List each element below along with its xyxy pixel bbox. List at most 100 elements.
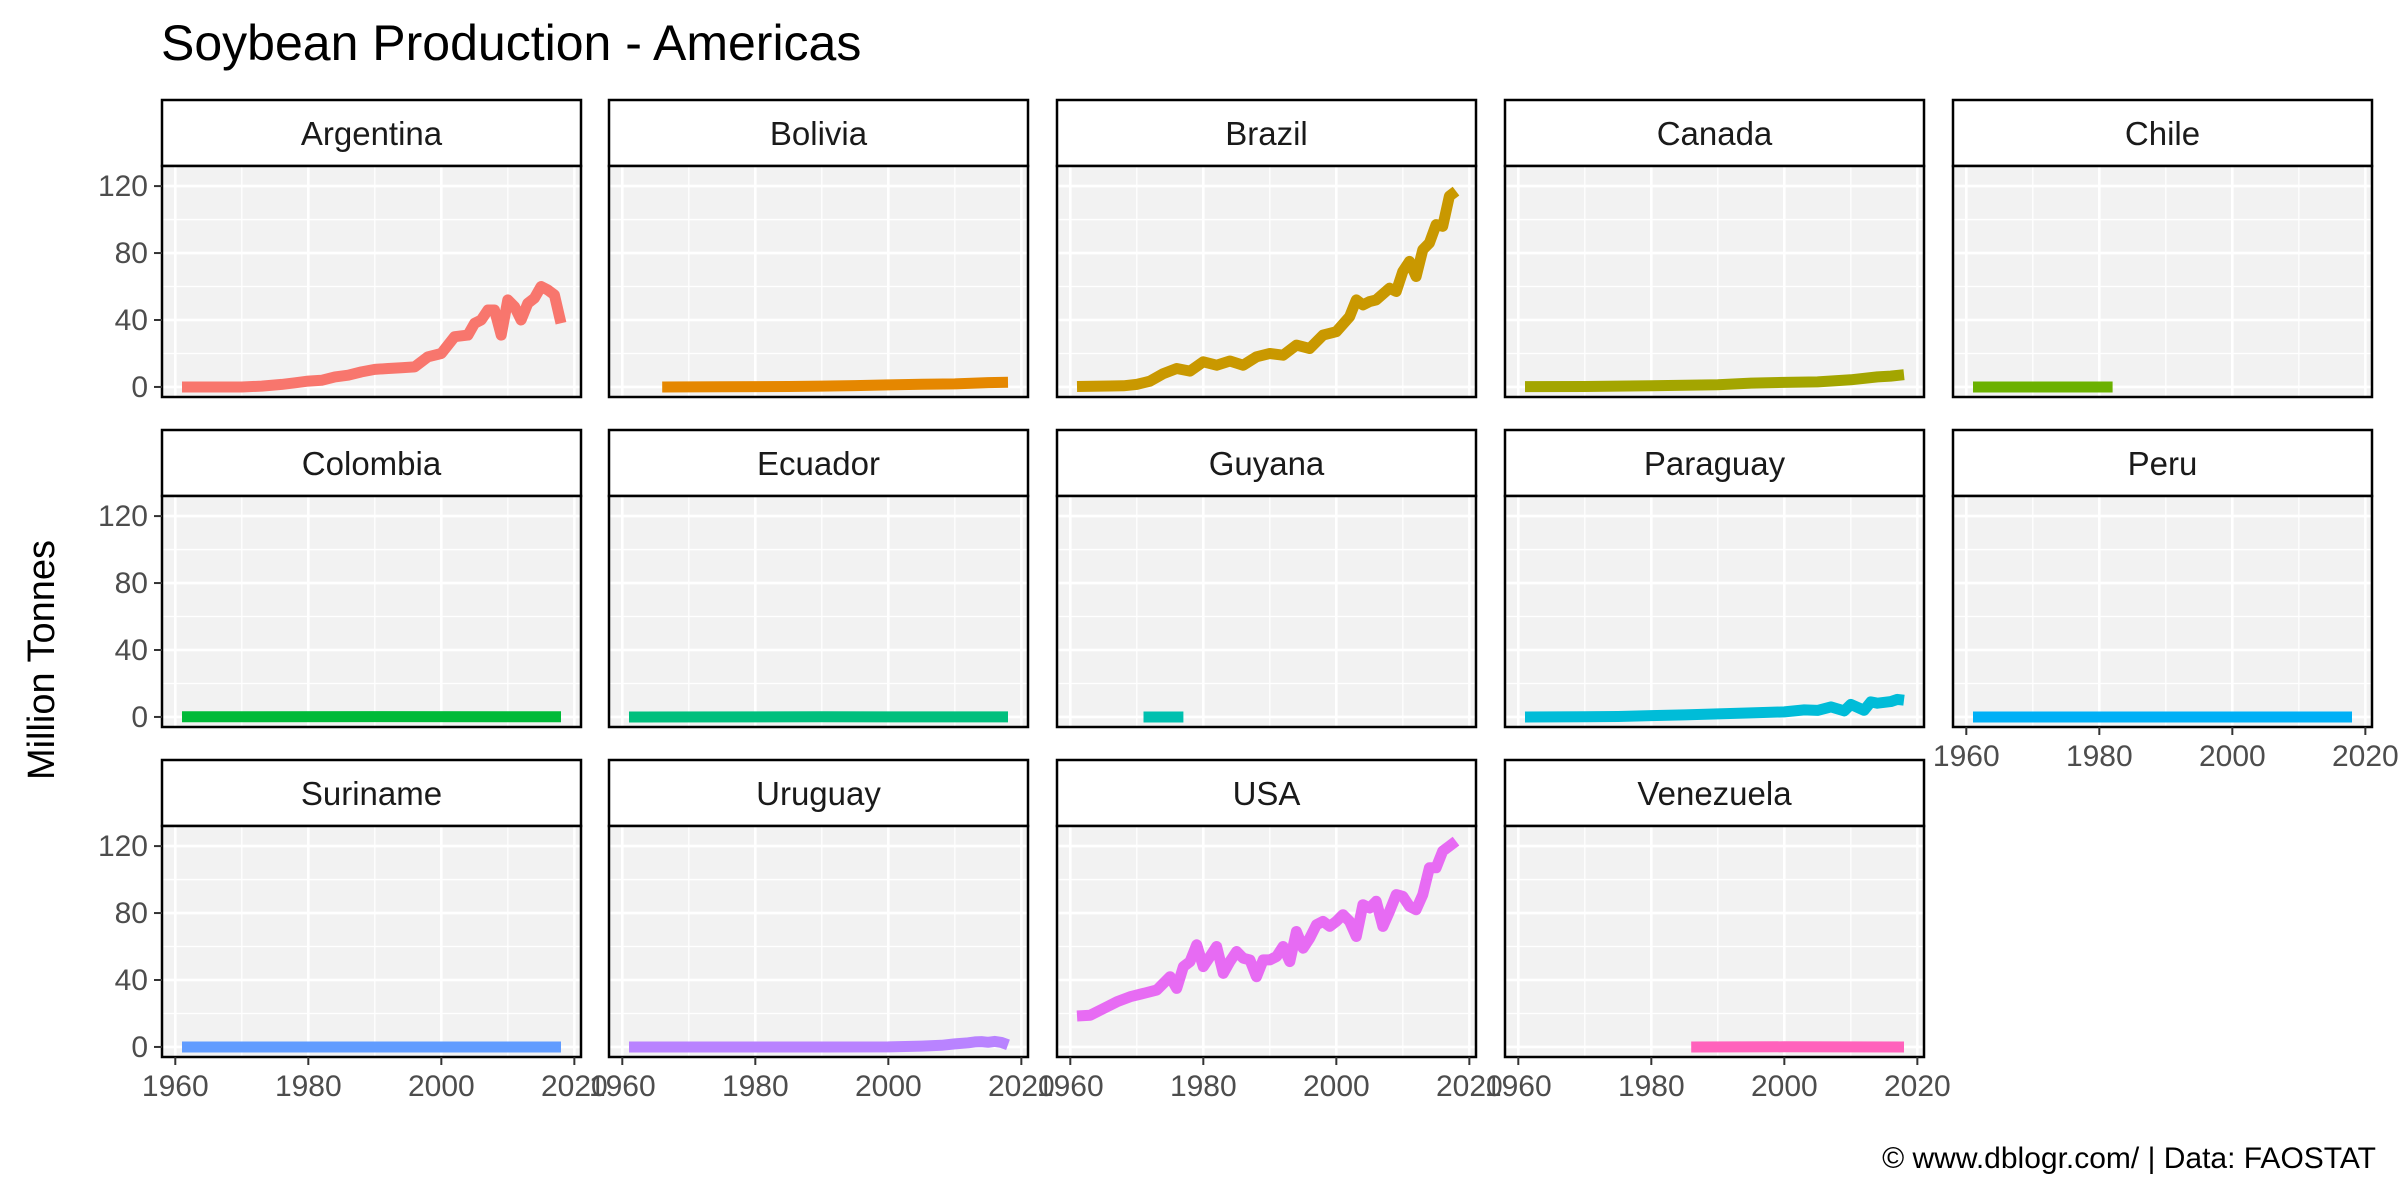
y-axis-label: Million Tonnes: [21, 540, 63, 780]
facet-strip-label-argentina: Argentina: [301, 115, 443, 152]
x-tick-label: 2000: [408, 1070, 475, 1103]
facet-strip-label-colombia: Colombia: [302, 445, 442, 482]
facet-panel-colombia: Colombia 0 40 80 120: [98, 428, 583, 734]
plot-area-usa: [1057, 826, 1476, 1057]
y-tick-label: 40: [115, 304, 148, 337]
series-line-paraguay: [1524, 693, 1905, 723]
y-tick-label: 120: [98, 170, 148, 203]
panel-border-usa: [1055, 824, 1478, 1059]
y-tick-label: 120: [98, 830, 148, 863]
facet-panel-argentina: Argentina 0 40 80 120: [98, 98, 583, 404]
facet-panel-peru: Peru 1960 1980 2000 2020: [1933, 428, 2399, 773]
plot-area-argentina: [162, 166, 581, 397]
facet-strip-label-ecuador: Ecuador: [757, 445, 880, 482]
plot-area-venezuela: [1505, 826, 1924, 1057]
x-tick-label: 2020: [2332, 740, 2399, 773]
plot-area-guyana: [1057, 496, 1476, 727]
y-tick-label: 0: [131, 1031, 148, 1064]
facet-panel-guyana: Guyana: [1055, 428, 1478, 729]
x-tick-label: 2020: [541, 1070, 608, 1103]
panel-border-uruguay: [607, 824, 1030, 1059]
facet-strip-label-bolivia: Bolivia: [770, 115, 868, 152]
facet-strip-canada: [1503, 98, 1926, 168]
facet-panel-suriname: Suriname 0 40 80 120 1960 1980 2000 2020: [98, 758, 608, 1103]
facet-panel-brazil: Brazil: [1055, 98, 1478, 399]
panel-border-bolivia: [607, 164, 1030, 399]
facet-strip-argentina: [160, 98, 583, 168]
plot-area-chile: [1953, 166, 2372, 397]
facet-strip-label-chile: Chile: [2125, 115, 2200, 152]
facet-strip-chile: [1951, 98, 2374, 168]
panel-border-guyana: [1055, 494, 1478, 729]
panel-border-brazil: [1055, 164, 1478, 399]
panel-border-venezuela: [1503, 824, 1926, 1059]
x-tick-label: 1980: [1618, 1070, 1685, 1103]
x-tick-label: 1960: [1933, 740, 2000, 773]
facet-strip-colombia: [160, 428, 583, 498]
chart-caption: © www.dblogr.com/ | Data: FAOSTAT: [1882, 1142, 2376, 1175]
facet-strip-label-uruguay: Uruguay: [756, 775, 881, 812]
facet-panel-canada: Canada: [1503, 98, 1926, 399]
plot-area-uruguay: [609, 826, 1028, 1057]
plot-area-brazil: [1057, 166, 1476, 397]
facet-strip-label-paraguay: Paraguay: [1644, 445, 1786, 482]
facet-strip-label-suriname: Suriname: [301, 775, 442, 812]
facet-strip-label-venezuela: Venezuela: [1637, 775, 1792, 812]
panel-border-canada: [1503, 164, 1926, 399]
y-tick-label: 80: [115, 897, 148, 930]
panel-border-argentina: [160, 164, 583, 399]
x-tick-label: 1980: [2066, 740, 2133, 773]
x-tick-label: 1960: [1037, 1070, 1104, 1103]
x-tick-label: 2000: [1303, 1070, 1370, 1103]
facet-strip-label-canada: Canada: [1657, 115, 1773, 152]
facet-strip-bolivia: [607, 98, 1030, 168]
series-line-argentina: [182, 281, 567, 393]
facet-strip-label-guyana: Guyana: [1209, 445, 1325, 482]
series-line-usa: [1076, 836, 1460, 1022]
plot-area-paraguay: [1505, 496, 1924, 727]
panel-border-colombia: [160, 494, 583, 729]
y-tick-label: 80: [115, 567, 148, 600]
plot-area-colombia: [162, 496, 581, 727]
y-tick-label: 120: [98, 500, 148, 533]
panel-border-peru: [1951, 494, 2374, 729]
y-tick-label: 0: [131, 701, 148, 734]
y-tick-label: 80: [115, 237, 148, 270]
y-tick-label: 0: [131, 371, 148, 404]
facet-panel-paraguay: Paraguay: [1503, 428, 1926, 729]
facet-strip-label-usa: USA: [1233, 775, 1301, 812]
x-tick-label: 1980: [722, 1070, 789, 1103]
x-tick-label: 2000: [855, 1070, 922, 1103]
x-tick-label: 2000: [1751, 1070, 1818, 1103]
facet-panel-venezuela: Venezuela 1960 1980 2000 2020: [1485, 758, 1951, 1103]
facet-strip-suriname: [160, 758, 583, 828]
panel-border-ecuador: [607, 494, 1030, 729]
facet-panels: Argentina 0 40 80 120 Bolivia Brazil Canada Chil…: [98, 98, 2399, 1103]
series-line-bolivia: [662, 376, 1009, 393]
panel-border-chile: [1951, 164, 2374, 399]
facet-strip-label-brazil: Brazil: [1225, 115, 1308, 152]
plot-area-suriname: [162, 826, 581, 1057]
x-tick-label: 2020: [988, 1070, 1055, 1103]
facet-panel-chile: Chile: [1951, 98, 2374, 399]
facet-panel-uruguay: Uruguay 1960 1980 2000 2020: [589, 758, 1055, 1103]
facet-strip-ecuador: [607, 428, 1030, 498]
facet-panel-usa: USA 1960 1980 2000 2020: [1037, 758, 1503, 1103]
facet-strip-label-peru: Peru: [2128, 445, 2198, 482]
chart-title: Soybean Production - Americas: [161, 15, 861, 71]
x-tick-label: 2020: [1436, 1070, 1503, 1103]
x-tick-label: 2000: [2199, 740, 2266, 773]
x-tick-label: 1960: [142, 1070, 209, 1103]
panel-border-paraguay: [1503, 494, 1926, 729]
series-line-brazil: [1076, 186, 1460, 392]
facet-strip-usa: [1055, 758, 1478, 828]
series-line-canada: [1524, 369, 1905, 393]
plot-area-peru: [1953, 496, 2372, 727]
facet-panel-bolivia: Bolivia: [607, 98, 1030, 399]
x-tick-label: 1960: [1485, 1070, 1552, 1103]
facet-panel-ecuador: Ecuador: [607, 428, 1030, 729]
y-tick-label: 40: [115, 964, 148, 997]
facet-strip-guyana: [1055, 428, 1478, 498]
y-tick-label: 40: [115, 634, 148, 667]
